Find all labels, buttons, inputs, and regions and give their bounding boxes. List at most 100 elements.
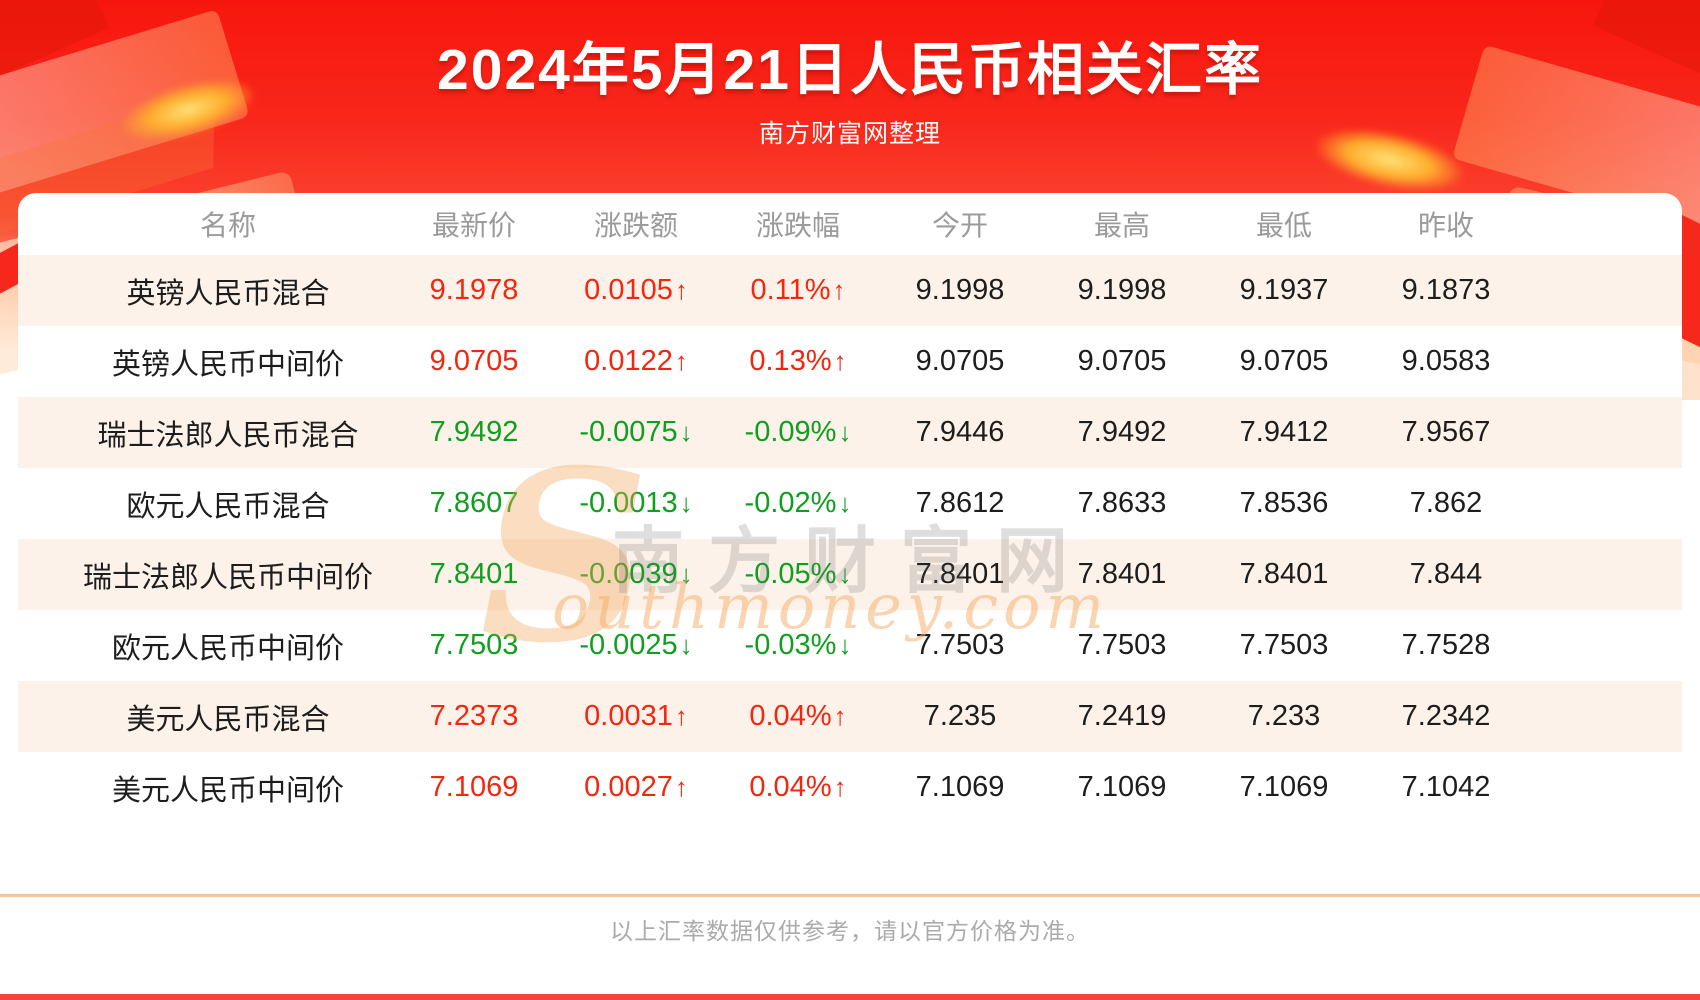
change-value: 0.0027 bbox=[584, 771, 673, 803]
cell-change: 0.0122↑ bbox=[555, 345, 717, 378]
cell-low: 7.8401 bbox=[1203, 558, 1365, 591]
name-value: 美元人民币中间价 bbox=[111, 774, 344, 807]
table-row: 美元人民币混合 7.2373 0.0031↑ 0.04%↑ 7.235 7.2419 7.2… bbox=[18, 681, 1682, 752]
high-value: 7.9492 bbox=[1077, 416, 1167, 448]
change_pct-value: 0.11% bbox=[750, 274, 831, 306]
open-value: 7.8612 bbox=[915, 487, 1005, 519]
cell-prev_close: 7.2342 bbox=[1365, 700, 1527, 733]
cell-latest: 7.7503 bbox=[393, 629, 555, 662]
prev_close-value: 7.844 bbox=[1409, 558, 1483, 590]
open-value: 9.0705 bbox=[915, 345, 1005, 377]
low-value: 7.233 bbox=[1247, 700, 1321, 732]
up-arrow-icon: ↑ bbox=[833, 772, 847, 802]
column-header-3: 涨跌幅 bbox=[755, 210, 840, 241]
prev_close-value: 7.2342 bbox=[1401, 700, 1491, 732]
cell-name: 瑞士法郎人民币中间价 bbox=[63, 554, 393, 596]
cell-latest: 7.8607 bbox=[393, 487, 555, 520]
open-value: 7.235 bbox=[923, 700, 997, 732]
down-arrow-icon: ↓ bbox=[838, 488, 852, 518]
table-row: 英镑人民币中间价 9.0705 0.0122↑ 0.13%↑ 9.0705 9.0705 9… bbox=[18, 326, 1682, 397]
low-value: 7.7503 bbox=[1239, 629, 1329, 661]
name-value: 瑞士法郎人民币中间价 bbox=[82, 561, 373, 594]
cell-change_pct: -0.03%↓ bbox=[717, 629, 879, 662]
name-value: 欧元人民币混合 bbox=[126, 490, 330, 523]
cell-change_pct: -0.02%↓ bbox=[717, 487, 879, 520]
cell-low: 7.7503 bbox=[1203, 629, 1365, 662]
cell-high: 7.9492 bbox=[1041, 416, 1203, 449]
table-row: 欧元人民币混合 7.8607 -0.0013 ↓ -0.02%↓ 7.8612 7.8633… bbox=[18, 468, 1682, 539]
change_pct-value: -0.03% bbox=[744, 629, 837, 661]
cell-low: 9.0705 bbox=[1203, 345, 1365, 378]
open-value: 7.8401 bbox=[915, 558, 1005, 590]
page-subtitle: 南方财富网整理 bbox=[758, 120, 941, 148]
cell-high: 7.2419 bbox=[1041, 700, 1203, 733]
cell-change_pct: 0.04%↑ bbox=[717, 700, 879, 733]
cell-open: 9.1998 bbox=[879, 274, 1041, 307]
down-arrow-icon: ↓ bbox=[679, 559, 693, 589]
prev_close-value: 9.0583 bbox=[1401, 345, 1491, 377]
column-header-5: 最高 bbox=[1093, 210, 1150, 241]
name-value: 美元人民币混合 bbox=[126, 703, 330, 736]
cell-prev_close: 7.844 bbox=[1365, 558, 1527, 591]
cell-low: 7.8536 bbox=[1203, 487, 1365, 520]
cell-open: 7.7503 bbox=[879, 629, 1041, 662]
high-value: 7.8633 bbox=[1077, 487, 1167, 519]
cell-prev_close: 7.9567 bbox=[1365, 416, 1527, 449]
latest-value: 7.1069 bbox=[429, 771, 519, 803]
cell-change_pct: -0.05%↓ bbox=[717, 558, 879, 591]
cell-open: 7.8612 bbox=[879, 487, 1041, 520]
cell-latest: 7.8401 bbox=[393, 558, 555, 591]
cell-prev_close: 7.1042 bbox=[1365, 771, 1527, 804]
rates-table-card: 名称 最新价 涨跌额 涨跌幅 今开 最高 最低 昨收 英镑人民币混合 9.1978 0.0105↑… bbox=[18, 193, 1682, 823]
cell-high: 7.1069 bbox=[1041, 771, 1203, 804]
column-header-0: 名称 bbox=[199, 210, 256, 241]
table-header-row: 名称 最新价 涨跌额 涨跌幅 今开 最高 最低 昨收 bbox=[18, 193, 1682, 255]
column-header-1: 最新价 bbox=[431, 210, 516, 241]
down-arrow-icon: ↓ bbox=[838, 630, 852, 660]
change-value: 0.0105 bbox=[584, 274, 673, 306]
prev_close-value: 7.1042 bbox=[1401, 771, 1491, 803]
cell-name: 欧元人民币混合 bbox=[63, 483, 393, 525]
footer-divider bbox=[0, 894, 1700, 897]
cell-change_pct: -0.09%↓ bbox=[717, 416, 879, 449]
low-value: 7.1069 bbox=[1239, 771, 1329, 803]
cell-latest: 7.1069 bbox=[393, 771, 555, 804]
cell-latest: 9.1978 bbox=[393, 274, 555, 307]
open-value: 9.1998 bbox=[915, 274, 1005, 306]
cell-name: 英镑人民币中间价 bbox=[63, 341, 393, 383]
cell-name: 美元人民币混合 bbox=[63, 696, 393, 738]
low-value: 9.1937 bbox=[1239, 274, 1329, 306]
up-arrow-icon: ↑ bbox=[674, 701, 688, 731]
table-row: 英镑人民币混合 9.1978 0.0105↑ 0.11%↑ 9.1998 9.1998 9.… bbox=[18, 255, 1682, 326]
cell-high: 7.7503 bbox=[1041, 629, 1203, 662]
low-value: 7.9412 bbox=[1239, 416, 1329, 448]
change_pct-value: -0.05% bbox=[744, 558, 837, 590]
up-arrow-icon: ↑ bbox=[674, 772, 688, 802]
latest-value: 9.1978 bbox=[429, 274, 519, 306]
cell-change_pct: 0.04%↑ bbox=[717, 771, 879, 804]
high-value: 7.2419 bbox=[1077, 700, 1167, 732]
down-arrow-icon: ↓ bbox=[838, 559, 852, 589]
cell-name: 欧元人民币中间价 bbox=[63, 625, 393, 667]
low-value: 7.8536 bbox=[1239, 487, 1329, 519]
cell-name: 瑞士法郎人民币混合 bbox=[63, 412, 393, 454]
cell-change: -0.0039↓ bbox=[555, 558, 717, 591]
latest-value: 7.8401 bbox=[429, 558, 519, 590]
high-value: 9.1998 bbox=[1077, 274, 1167, 306]
cell-change_pct: 0.11%↑ bbox=[717, 274, 879, 307]
cell-prev_close: 9.0583 bbox=[1365, 345, 1527, 378]
down-arrow-icon: ↓ bbox=[679, 630, 693, 660]
cell-low: 7.1069 bbox=[1203, 771, 1365, 804]
cell-prev_close: 7.7528 bbox=[1365, 629, 1527, 662]
cell-low: 7.9412 bbox=[1203, 416, 1365, 449]
cell-high: 9.0705 bbox=[1041, 345, 1203, 378]
change-value: -0.0013 bbox=[579, 487, 678, 519]
cell-change: 0.0031↑ bbox=[555, 700, 717, 733]
cell-open: 7.9446 bbox=[879, 416, 1041, 449]
change-value: 0.0122 bbox=[584, 345, 673, 377]
high-value: 7.1069 bbox=[1077, 771, 1167, 803]
table-row: 美元人民币中间价 7.1069 0.0027↑ 0.04%↑ 7.1069 7.1069 7… bbox=[18, 752, 1682, 823]
cell-latest: 9.0705 bbox=[393, 345, 555, 378]
cell-change: 0.0027↑ bbox=[555, 771, 717, 804]
